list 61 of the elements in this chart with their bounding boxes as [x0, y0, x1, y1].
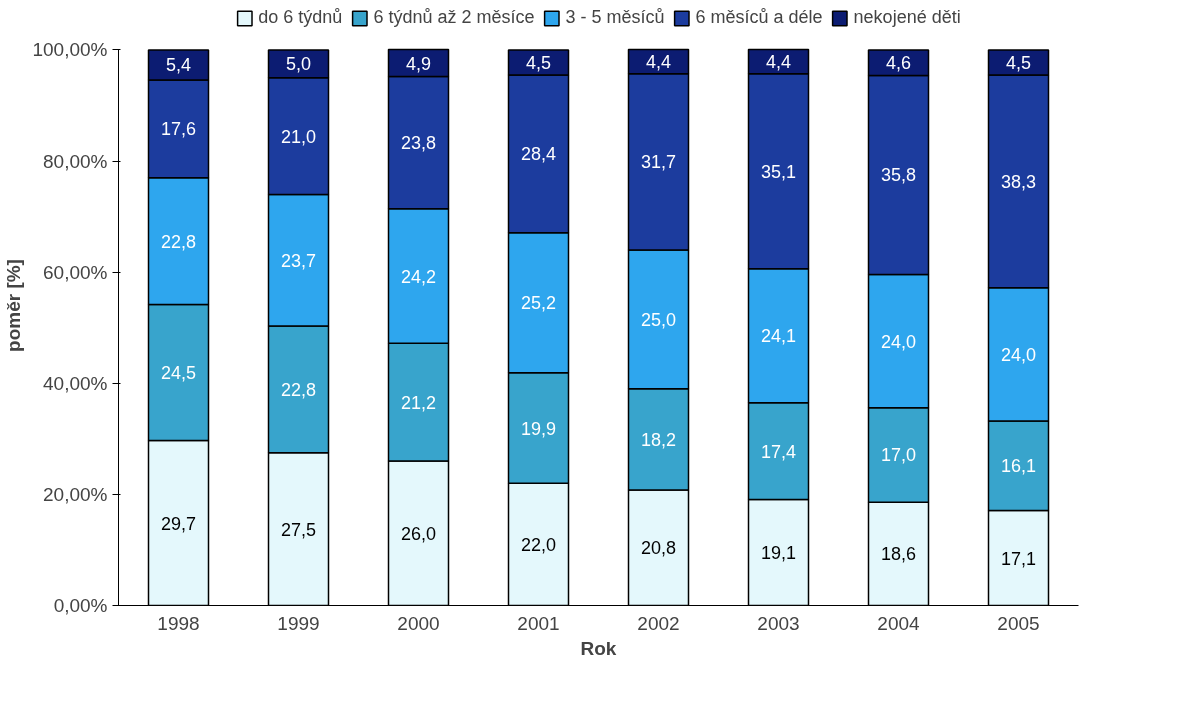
x-tick-label: 2002 — [637, 612, 680, 634]
legend-label: 6 měsíců a déle — [695, 7, 823, 28]
data-label: 23,7 — [280, 250, 317, 271]
legend-label: 6 týdnů až 2 měsíce — [373, 7, 535, 28]
x-tick-label: 2001 — [517, 612, 560, 634]
x-tick-label: 2005 — [997, 612, 1040, 634]
data-label: 23,8 — [400, 133, 437, 154]
data-label: 28,4 — [520, 144, 557, 165]
data-label: 24,2 — [400, 266, 437, 287]
x-tick-label: 1998 — [157, 612, 200, 634]
data-label: 17,6 — [160, 119, 197, 140]
data-label: 17,0 — [880, 445, 917, 466]
x-tick-label: 2004 — [877, 612, 921, 634]
data-label: 20,8 — [640, 538, 677, 559]
data-label: 22,0 — [520, 534, 557, 555]
legend-label: 3 - 5 měsíců — [565, 7, 665, 28]
y-tick-label: 100,00% — [32, 39, 108, 61]
data-label: 24,1 — [760, 326, 797, 347]
data-label: 22,8 — [160, 231, 197, 252]
data-label: 4,6 — [885, 53, 912, 74]
data-label: 31,7 — [640, 152, 677, 173]
y-tick-label: 40,00% — [43, 372, 108, 394]
data-label: 18,6 — [880, 544, 917, 565]
x-tick-label: 1999 — [277, 612, 320, 634]
y-tick-label: 20,00% — [43, 483, 108, 505]
data-label: 24,0 — [1000, 344, 1037, 365]
data-label: 29,7 — [160, 513, 197, 534]
y-tick-label: 60,00% — [43, 261, 108, 283]
data-label: 24,0 — [880, 331, 917, 352]
data-label: 4,4 — [645, 52, 672, 73]
data-label: 17,1 — [1000, 548, 1037, 569]
x-axis-title: Rok — [580, 637, 617, 659]
legend-label: do 6 týdnů — [258, 7, 343, 28]
data-label: 16,1 — [1000, 456, 1037, 477]
data-label: 5,0 — [285, 54, 312, 75]
x-tick-label: 2003 — [757, 612, 800, 634]
data-label: 17,4 — [760, 441, 797, 462]
data-label: 22,8 — [280, 379, 317, 400]
data-label: 35,1 — [760, 161, 797, 182]
data-label: 27,5 — [280, 519, 317, 540]
data-label: 24,5 — [160, 362, 197, 383]
data-label: 25,2 — [520, 293, 557, 314]
data-label: 26,0 — [400, 523, 437, 544]
x-tick-label: 2000 — [397, 612, 440, 634]
data-label: 4,9 — [405, 53, 432, 74]
data-label: 21,2 — [400, 392, 437, 413]
data-label: 38,3 — [1000, 171, 1037, 192]
y-axis-title: poměr [%] — [3, 259, 25, 352]
data-label: 19,1 — [760, 542, 797, 563]
legend-label: nekojené děti — [853, 7, 961, 28]
y-tick-label: 0,00% — [53, 595, 108, 616]
data-label: 18,2 — [640, 429, 677, 450]
data-label: 4,5 — [1005, 52, 1032, 73]
data-label: 5,4 — [165, 55, 192, 76]
y-tick-label: 80,00% — [43, 150, 108, 172]
data-label: 35,8 — [880, 165, 917, 186]
data-label: 19,9 — [520, 418, 557, 439]
data-label: 4,4 — [765, 52, 792, 73]
data-label: 21,0 — [280, 126, 317, 147]
data-label: 4,5 — [525, 52, 552, 73]
data-label: 25,0 — [640, 309, 677, 330]
